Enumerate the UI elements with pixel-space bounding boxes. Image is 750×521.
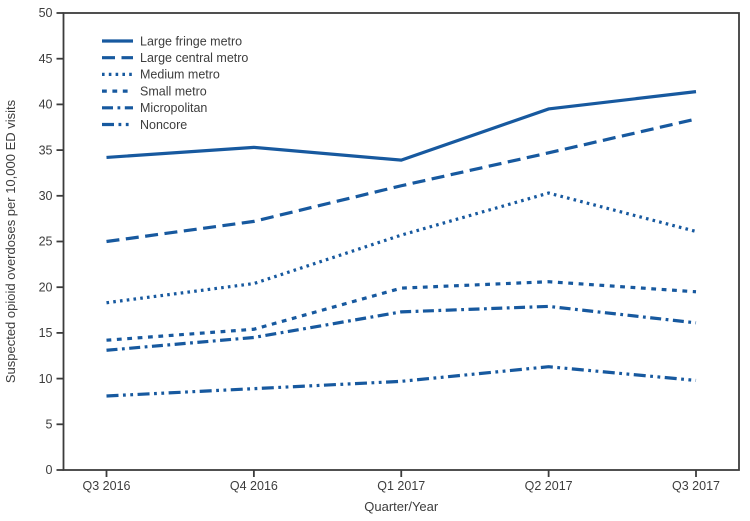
legend-label-large-fringe-metro: Large fringe metro bbox=[140, 34, 242, 48]
y-axis-tick-label: 35 bbox=[39, 143, 53, 157]
x-axis-tick-label: Q2 2017 bbox=[525, 479, 573, 493]
x-axis-tick-label: Q3 2016 bbox=[83, 479, 131, 493]
y-axis-tick-label: 5 bbox=[46, 418, 53, 432]
legend-label-large-central-metro: Large central metro bbox=[140, 51, 248, 65]
legend-label-small-metro: Small metro bbox=[140, 84, 207, 98]
y-axis-tick-label: 25 bbox=[39, 235, 53, 249]
y-axis-tick-label: 20 bbox=[39, 280, 53, 294]
x-axis-tick-label: Q4 2016 bbox=[230, 479, 278, 493]
series-line-noncore bbox=[106, 365, 697, 398]
series-line-micropolitan bbox=[106, 304, 697, 352]
series-line-large-central-metro bbox=[106, 117, 697, 244]
y-axis-tick-label: 15 bbox=[39, 326, 53, 340]
y-axis-title: Suspected opioid overdoses per 10,000 ED… bbox=[3, 99, 18, 383]
x-axis-tick-label: Q3 2017 bbox=[672, 479, 720, 493]
series-line-large-fringe-metro bbox=[106, 90, 697, 162]
y-axis-tick-label: 40 bbox=[39, 98, 53, 112]
y-axis-tick-label: 50 bbox=[39, 6, 53, 20]
y-axis-tick-label: 10 bbox=[39, 372, 53, 386]
y-axis-tick-label: 45 bbox=[39, 52, 53, 66]
x-axis-title: Quarter/Year bbox=[364, 499, 439, 514]
y-axis-tick-label: 0 bbox=[46, 463, 53, 477]
legend-label-noncore: Noncore bbox=[140, 118, 187, 132]
series-line-medium-metro bbox=[106, 191, 697, 305]
legend-label-micropolitan: Micropolitan bbox=[140, 101, 207, 115]
legend-label-medium-metro: Medium metro bbox=[140, 68, 220, 82]
y-axis-tick-label: 30 bbox=[39, 189, 53, 203]
x-axis-tick-label: Q1 2017 bbox=[377, 479, 425, 493]
